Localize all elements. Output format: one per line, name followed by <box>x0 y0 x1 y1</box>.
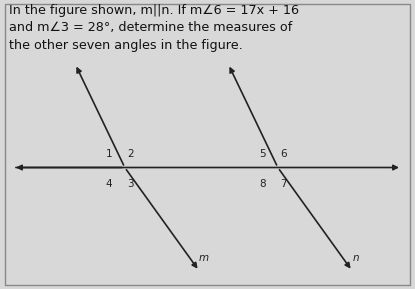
Text: 5: 5 <box>259 149 266 159</box>
Text: m: m <box>198 253 208 263</box>
Text: n: n <box>353 253 360 263</box>
Text: 8: 8 <box>259 179 266 189</box>
Text: 3: 3 <box>127 179 134 189</box>
Text: 7: 7 <box>280 179 287 189</box>
Text: 1: 1 <box>106 149 112 159</box>
Text: In the figure shown, m||n. If m∠6 = 17x + 16
and m∠3 = 28°, determine the measur: In the figure shown, m||n. If m∠6 = 17x … <box>9 3 299 51</box>
Text: 4: 4 <box>106 179 112 189</box>
Text: 6: 6 <box>280 149 287 159</box>
Text: 2: 2 <box>127 149 134 159</box>
